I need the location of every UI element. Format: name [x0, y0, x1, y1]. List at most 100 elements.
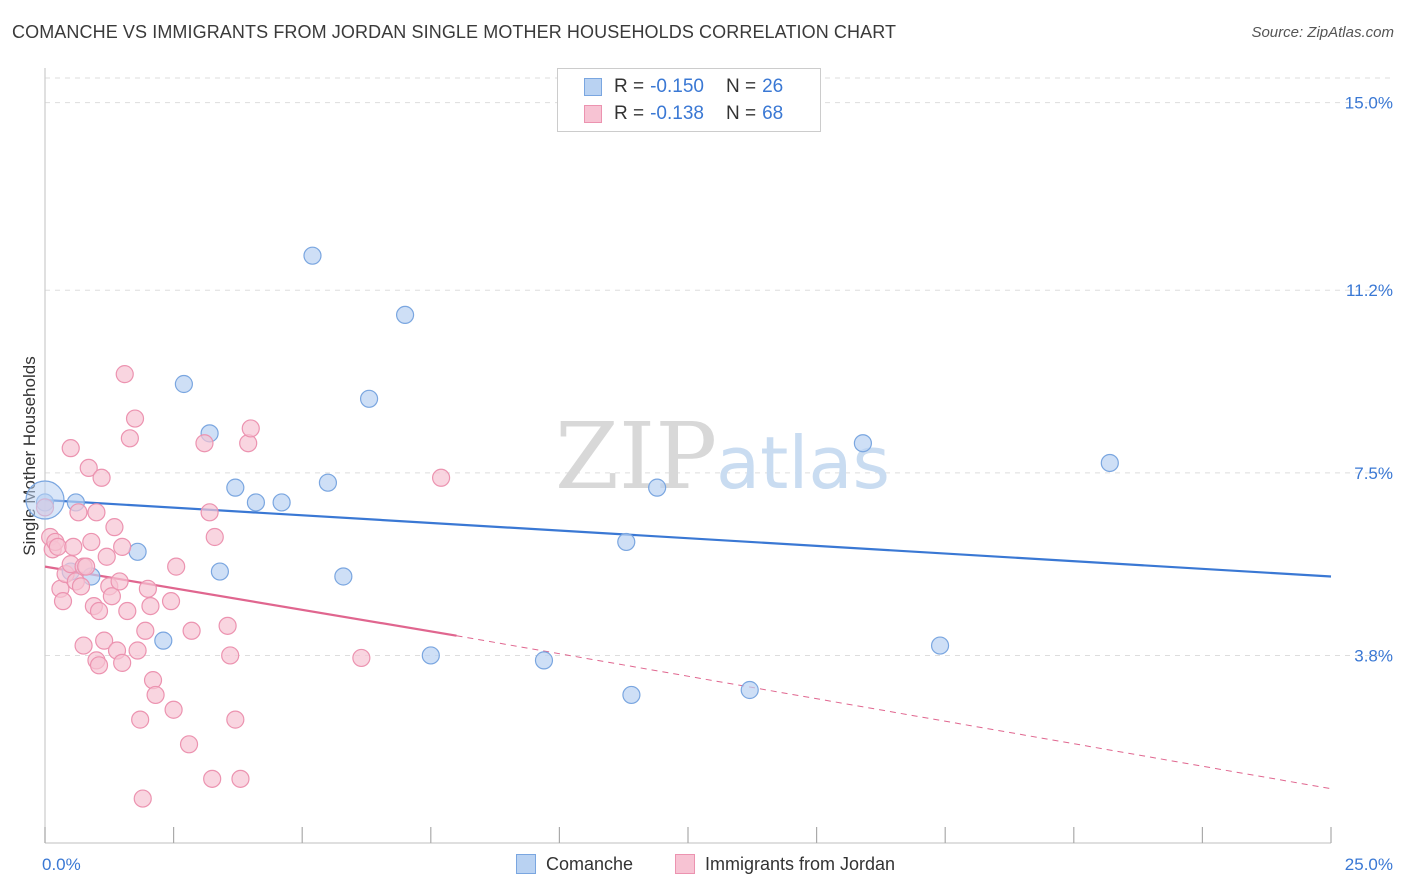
- chart-title: COMANCHE VS IMMIGRANTS FROM JORDAN SINGL…: [12, 22, 897, 42]
- legend-swatch-comanche: [516, 854, 536, 874]
- legend-label-jordan: Immigrants from Jordan: [705, 853, 896, 874]
- trend-line-jordan-extension: [456, 635, 1332, 790]
- point-comanche: [272, 493, 291, 512]
- point-jordan: [133, 789, 152, 808]
- point-jordan: [241, 419, 260, 438]
- point-jordan: [74, 636, 93, 655]
- point-comanche: [174, 374, 193, 394]
- watermark-atlas: atlas: [716, 421, 890, 505]
- point-jordan: [97, 547, 116, 566]
- point-jordan: [182, 621, 201, 640]
- point-jordan: [105, 518, 124, 537]
- point-comanche: [622, 685, 641, 705]
- point-comanche: [303, 246, 322, 265]
- point-jordan: [48, 537, 67, 556]
- source-credit: Source: ZipAtlas.com: [1251, 24, 1394, 41]
- point-jordan: [79, 458, 98, 478]
- stats-legend: R = -0.150 N = 26 R = -0.138 N = 68: [557, 68, 821, 132]
- point-comanche: [154, 631, 173, 650]
- point-jordan: [61, 439, 80, 458]
- point-jordan: [89, 656, 109, 675]
- point-jordan: [87, 503, 106, 522]
- point-comanche: [534, 651, 554, 670]
- point-jordan: [141, 596, 160, 616]
- point-jordan: [167, 557, 186, 576]
- legend-n-label: N =: [725, 76, 757, 97]
- point-jordan: [125, 409, 145, 428]
- legend-n-label: N =: [725, 103, 757, 124]
- legend-item-comanche: Comanche: [516, 852, 633, 876]
- y-tick-label: 11.2%: [1346, 281, 1393, 300]
- point-jordan: [102, 587, 121, 606]
- point-jordan: [82, 532, 101, 552]
- point-jordan: [164, 700, 183, 719]
- y-tick-label: 15.0%: [1345, 94, 1393, 113]
- point-comanche: [318, 473, 338, 492]
- point-jordan: [138, 579, 157, 598]
- point-jordan: [226, 710, 245, 729]
- point-jordan: [131, 710, 150, 729]
- point-comanche: [1100, 453, 1119, 473]
- trend-lines: [44, 498, 1332, 790]
- point-comanche: [128, 542, 147, 561]
- x-tick-label-max: 25.0%: [1345, 855, 1393, 874]
- legend-r-value: -0.150: [650, 76, 704, 97]
- axes: [44, 68, 1332, 844]
- point-jordan: [53, 592, 73, 611]
- point-jordan: [352, 648, 371, 668]
- point-comanche: [359, 389, 379, 408]
- point-jordan: [71, 577, 91, 596]
- point-jordan: [113, 537, 132, 556]
- point-jordan: [203, 769, 222, 788]
- point-jordan: [195, 434, 214, 453]
- point-comanche: [395, 305, 415, 325]
- point-comanche: [853, 434, 872, 453]
- legend-swatch-blue: [584, 78, 602, 96]
- point-jordan: [239, 434, 258, 453]
- point-comanche: [246, 493, 266, 512]
- point-jordan: [218, 616, 237, 635]
- watermark-zip: ZIP: [555, 403, 717, 510]
- point-jordan: [110, 572, 129, 591]
- point-jordan: [95, 631, 114, 650]
- point-jordan: [128, 641, 147, 660]
- legend-swatch-jordan: [675, 854, 695, 874]
- legend-n-value: 26: [762, 76, 784, 97]
- point-jordan: [77, 557, 96, 576]
- point-jordan: [161, 592, 181, 611]
- point-jordan: [64, 537, 83, 556]
- trend-line-comanche: [44, 498, 1332, 578]
- watermark: ZIP atlas: [555, 403, 890, 510]
- point-jordan: [231, 769, 250, 788]
- legend-r-label: R =: [614, 76, 645, 97]
- point-jordan: [92, 468, 111, 487]
- point-comanche: [226, 478, 245, 497]
- point-jordan: [69, 503, 88, 522]
- data-points: [25, 246, 1119, 808]
- point-jordan: [431, 468, 451, 487]
- point-comanche: [210, 562, 229, 581]
- point-jordan: [200, 503, 219, 522]
- point-jordan: [120, 429, 139, 448]
- point-jordan: [221, 646, 240, 665]
- point-comanche: [740, 680, 759, 700]
- point-jordan: [136, 621, 155, 640]
- y-tick-label: 3.8%: [1354, 646, 1393, 665]
- point-jordan: [118, 601, 137, 621]
- point-comanche: [617, 532, 636, 552]
- y-tick-label: 7.5%: [1354, 464, 1393, 483]
- legend-r-label: R =: [614, 103, 645, 124]
- legend-row-comanche: R = -0.150 N = 26: [584, 75, 783, 99]
- legend-label-comanche: Comanche: [546, 853, 634, 874]
- point-jordan: [146, 685, 165, 705]
- legend-item-jordan: Immigrants from Jordan: [675, 852, 895, 876]
- x-tick-label-min: 0.0%: [42, 855, 81, 874]
- point-comanche: [334, 567, 353, 586]
- legend-row-jordan: R = -0.138 N = 68: [584, 102, 783, 126]
- point-jordan: [179, 735, 199, 754]
- legend-n-value: 68: [762, 103, 784, 124]
- point-comanche: [648, 478, 667, 497]
- point-comanche-large: [25, 480, 65, 520]
- legend-swatch-pink: [584, 105, 602, 123]
